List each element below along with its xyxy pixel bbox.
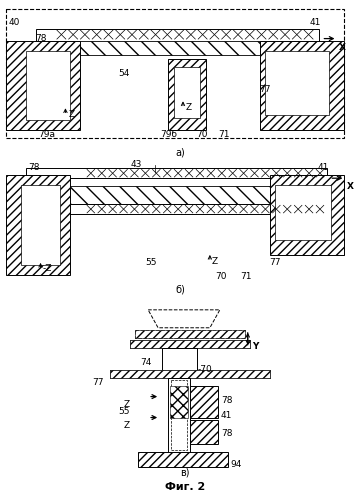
Text: 94: 94 xyxy=(231,460,242,469)
Text: X: X xyxy=(338,42,345,51)
Bar xyxy=(174,66,200,118)
Bar xyxy=(6,8,344,138)
Text: 71: 71 xyxy=(218,130,229,140)
Text: 78: 78 xyxy=(29,163,40,172)
Text: 55: 55 xyxy=(145,258,157,267)
Text: 70: 70 xyxy=(215,272,226,281)
Text: 79а: 79а xyxy=(39,130,56,140)
Text: 77: 77 xyxy=(270,258,281,267)
Text: 41: 41 xyxy=(221,410,232,420)
Text: 70: 70 xyxy=(196,130,208,140)
Text: 78: 78 xyxy=(221,396,232,404)
Bar xyxy=(26,178,327,186)
Text: 77: 77 xyxy=(92,378,104,386)
Bar xyxy=(170,386,188,418)
Text: Z: Z xyxy=(69,110,75,120)
Bar xyxy=(138,452,228,468)
Bar xyxy=(21,185,60,265)
Bar xyxy=(162,348,197,370)
Bar xyxy=(130,340,250,347)
Text: 54: 54 xyxy=(118,68,130,78)
Text: -Z: -Z xyxy=(43,264,52,273)
Bar xyxy=(260,40,344,130)
Text: Z: Z xyxy=(186,104,192,112)
Text: б): б) xyxy=(175,285,185,295)
Bar xyxy=(26,204,327,214)
Text: 74: 74 xyxy=(140,358,152,366)
Bar xyxy=(190,386,218,418)
Text: 77: 77 xyxy=(260,86,271,94)
Bar xyxy=(6,40,81,130)
Bar xyxy=(36,40,319,54)
Bar xyxy=(36,28,319,40)
Text: Z: Z xyxy=(124,400,130,408)
Text: 41: 41 xyxy=(309,18,321,26)
Bar xyxy=(110,370,270,378)
Bar xyxy=(171,380,187,450)
Bar xyxy=(168,58,206,130)
Bar xyxy=(110,370,270,378)
Text: а): а) xyxy=(175,148,185,158)
Bar xyxy=(36,40,319,54)
Text: в): в) xyxy=(180,468,190,477)
Bar xyxy=(135,330,245,338)
Text: 41: 41 xyxy=(317,163,329,172)
Bar xyxy=(168,378,190,452)
Bar xyxy=(270,175,344,255)
Text: Z: Z xyxy=(212,257,218,266)
Text: -70: -70 xyxy=(198,364,213,374)
Text: X: X xyxy=(346,182,353,191)
Bar xyxy=(265,50,330,116)
Bar xyxy=(26,186,327,204)
Bar xyxy=(26,186,327,204)
Text: 79б: 79б xyxy=(160,130,177,140)
Text: 43: 43 xyxy=(130,160,142,169)
Bar xyxy=(6,175,70,275)
Text: Y: Y xyxy=(252,342,258,350)
Polygon shape xyxy=(148,310,220,328)
Text: 71: 71 xyxy=(240,272,251,281)
Bar xyxy=(275,185,331,240)
Text: 78: 78 xyxy=(221,430,232,438)
Bar xyxy=(26,168,327,178)
Bar xyxy=(26,50,70,120)
Bar xyxy=(190,420,218,444)
Text: Z: Z xyxy=(124,420,130,430)
Text: Фиг. 2: Фиг. 2 xyxy=(165,482,205,492)
Bar xyxy=(135,330,245,338)
Text: 40: 40 xyxy=(9,18,20,26)
Text: 78: 78 xyxy=(36,34,47,42)
Bar xyxy=(130,340,250,347)
Text: 55: 55 xyxy=(119,406,130,416)
